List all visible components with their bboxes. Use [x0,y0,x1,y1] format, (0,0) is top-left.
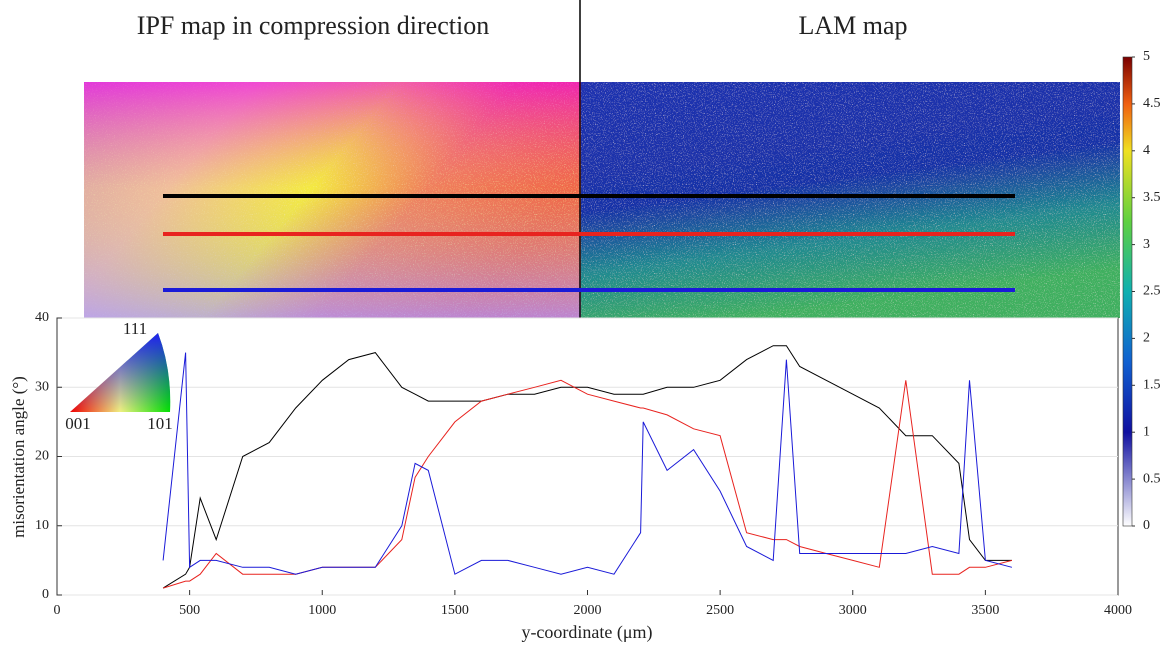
y-tick-label: 20 [35,449,49,464]
x-tick-label: 1000 [308,603,336,618]
panel-title: LAM map [798,11,907,40]
data-line [162,379,1013,589]
ipf-map-overlay [84,82,581,318]
colorbar-tick-label: 4.5 [1143,96,1161,111]
x-tick-label: 500 [179,603,200,618]
colorbar-tick-label: 3 [1143,237,1150,252]
colorbar-tick-label: 1.5 [1143,378,1161,393]
y-axis-label: misorientation angle (°) [9,376,28,538]
colorbar-tick-label: 2 [1143,331,1150,346]
y-tick-label: 10 [35,518,49,533]
colorbar-tick-label: 3.5 [1143,190,1161,205]
ipf-triangle-blue [70,333,171,412]
x-tick-label: 4000 [1104,603,1132,618]
ipf-label: 111 [123,319,147,338]
colorbar-tick-label: 0.5 [1143,471,1161,486]
colorbar-tick-label: 1 [1143,424,1150,439]
data-line [162,345,1012,589]
ipf-label: 001 [65,414,91,433]
panel-title: IPF map in compression direction [137,11,489,40]
x-tick-label: 3000 [839,603,867,618]
colorbar-tick-label: 2.5 [1143,284,1161,299]
y-tick-label: 30 [35,379,49,394]
x-tick-label: 0 [54,603,61,618]
plot [56,317,1119,596]
x-axis-label: y-coordinate (μm) [521,622,652,643]
y-tick-label: 0 [42,587,49,602]
ipf-label: 101 [147,414,173,433]
colorbar-tick-label: 0 [1143,518,1150,533]
colorbar [1122,56,1133,527]
colorbar-tick-label: 4 [1143,143,1150,158]
x-tick-label: 3500 [971,603,999,618]
ipf-legend [70,333,171,412]
y-tick-label: 40 [35,310,49,325]
x-tick-label: 2000 [574,603,602,618]
lam-map [581,82,1120,318]
x-tick-label: 1500 [441,603,469,618]
x-tick-label: 2500 [706,603,734,618]
data-line [162,352,1013,575]
colorbar-tick-label: 5 [1143,49,1150,64]
